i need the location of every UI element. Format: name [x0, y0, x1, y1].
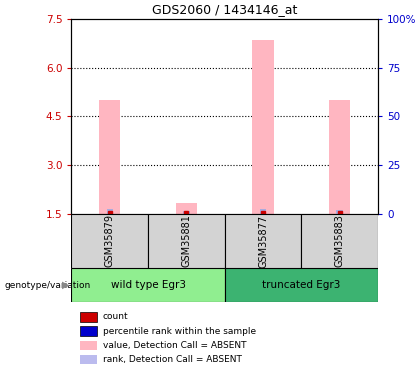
- Text: percentile rank within the sample: percentile rank within the sample: [103, 327, 256, 336]
- Bar: [329, 100, 350, 214]
- Text: count: count: [103, 312, 129, 321]
- Bar: [225, 268, 378, 302]
- Text: GSM35877: GSM35877: [258, 214, 268, 267]
- Text: rank, Detection Call = ABSENT: rank, Detection Call = ABSENT: [103, 355, 242, 364]
- Bar: [336, 210, 343, 214]
- Text: GSM35881: GSM35881: [181, 214, 192, 267]
- Bar: [252, 40, 274, 214]
- Title: GDS2060 / 1434146_at: GDS2060 / 1434146_at: [152, 3, 297, 16]
- Bar: [183, 211, 189, 214]
- Bar: [176, 203, 197, 214]
- Text: GSM35883: GSM35883: [335, 214, 345, 267]
- Text: GSM35879: GSM35879: [105, 214, 115, 267]
- Text: value, Detection Call = ABSENT: value, Detection Call = ABSENT: [103, 341, 247, 350]
- Text: wild type Egr3: wild type Egr3: [110, 280, 186, 290]
- Bar: [71, 268, 225, 302]
- Bar: [148, 214, 225, 268]
- Text: genotype/variation: genotype/variation: [4, 280, 90, 290]
- Bar: [99, 100, 121, 214]
- Text: ▶: ▶: [62, 280, 70, 290]
- Bar: [260, 209, 266, 214]
- Text: truncated Egr3: truncated Egr3: [262, 280, 341, 290]
- Bar: [107, 209, 113, 214]
- Bar: [302, 214, 378, 268]
- Bar: [71, 214, 148, 268]
- Bar: [225, 214, 302, 268]
